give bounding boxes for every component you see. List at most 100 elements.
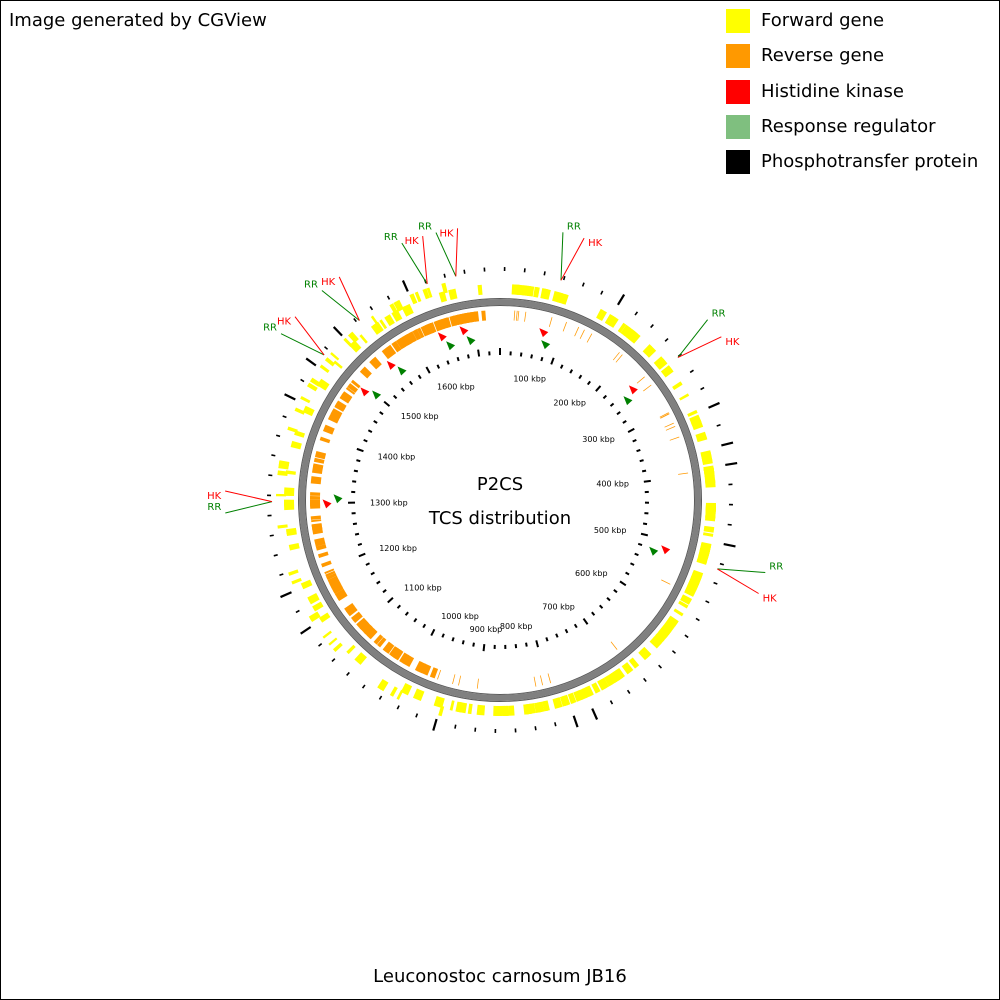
forward-gene-mark [690,571,703,583]
rr-label: RR [769,562,783,573]
reverse-gene-mark [476,678,479,689]
forward-gene-mark [306,382,318,392]
reverse-gene-mark [363,625,375,637]
reverse-gene-mark [328,412,341,424]
forward-gene-mark [649,636,662,649]
outer-tick [318,643,323,647]
ruler-minor-tick [461,640,465,645]
ruler-minor-tick [363,438,368,443]
forward-gene-mark [276,493,287,497]
reverse-gene-mark [314,537,326,547]
forward-gene-mark [696,552,709,564]
ruler-minor-tick [641,469,647,473]
reverse-gene-mark [315,544,327,551]
legend-label-forward-gene: Forward gene [761,10,885,31]
hk-marker [628,385,638,395]
rr-callout-line [225,501,273,514]
rr-label: RR [304,279,318,290]
ruler-minor-tick [573,623,578,629]
reverse-gene-mark [399,652,410,665]
rr-label: RR [418,222,432,233]
outer-tick [554,722,557,727]
legend-item-phosphotransfer-protein: Phosphotransfer protein [726,149,978,184]
forward-gene-mark [409,293,418,305]
forward-gene-mark [523,285,532,297]
forward-gene-mark [389,303,398,314]
forward-gene-mark [422,288,430,300]
forward-gene-mark [414,291,422,303]
legend-item-forward-gene: Forward gene [726,8,978,43]
rr-marker [372,390,382,400]
ruler-major-tick [356,447,364,453]
kbp-tick-label: 100 kbp [513,374,546,383]
ruler-minor-tick [451,637,455,642]
outer-tick [684,634,689,639]
outer-tick [443,273,446,278]
hk-marker [360,387,370,397]
ruler-minor-tick [396,604,402,609]
outer-tick [562,275,566,281]
reverse-gene-mark [414,660,423,672]
legend-swatch-response-regulator [726,114,750,139]
ruler-minor-tick [564,628,569,634]
reverse-gene-mark [423,323,434,336]
forward-gene-mark [659,625,672,638]
forward-gene-mark [640,647,652,658]
ruler-major-tick [640,532,649,537]
reverse-gene-mark [345,387,356,395]
forward-gene-mark [284,487,295,497]
reverse-gene-mark [378,638,387,648]
reverse-gene-track [310,310,689,689]
outer-tick-ring [267,267,738,733]
kbp-tick-label: 400 kbp [596,480,629,489]
forward-gene-mark [412,688,425,701]
reverse-gene-mark [329,580,341,589]
kbp-tick-label: 1100 kbp [404,584,442,593]
reverse-gene-mark [347,383,359,393]
forward-gene-mark [332,642,343,652]
forward-gene-mark [591,682,601,694]
ruler-minor-tick [642,522,648,526]
forward-gene-mark [582,685,594,699]
outer-tick [378,695,383,700]
forward-gene-mark [359,334,368,344]
reverse-gene-mark [610,641,618,650]
reverse-gene-mark [405,331,417,344]
forward-gene-mark [621,662,634,675]
kbp-tick-label: 900 kbp [470,625,503,634]
reverse-gene-mark [437,669,442,680]
organism-name: Leuconostoc carnosum JB16 [373,966,627,987]
rr-callout-line [435,232,457,277]
reverse-gene-mark [661,579,671,585]
rr-marker [623,396,633,406]
forward-gene-mark [278,461,290,466]
reverse-gene-mark [413,329,422,340]
ruler-minor-tick [613,589,618,594]
reverse-gene-mark [452,674,456,685]
reverse-gene-mark [331,408,343,418]
outer-tick [716,423,721,427]
hk-callout-line [677,336,722,358]
forward-gene-mark [347,333,357,343]
rr-callout-line [717,568,766,574]
rr-label: RR [567,221,581,232]
legend-item-reverse-gene: Reverse gene [726,43,978,78]
reverse-gene-mark [314,454,326,460]
outer-tick [346,671,350,676]
rr-label: RR [712,309,726,320]
forward-gene-mark [284,501,295,511]
forward-gene-mark [379,680,389,692]
reverse-gene-mark [312,527,324,535]
forward-gene-mark [349,331,359,342]
hk-callout-line [455,228,459,277]
legend-swatch-phosphotransfer-protein [726,150,750,175]
reverse-gene-mark [326,572,337,580]
outer-tick [401,280,409,292]
forward-gene-mark [328,637,338,646]
ruler-minor-tick [417,374,422,380]
outer-tick [305,357,317,367]
hk-marker [322,499,332,509]
reverse-gene-mark [334,589,345,596]
outer-tick [454,724,457,729]
